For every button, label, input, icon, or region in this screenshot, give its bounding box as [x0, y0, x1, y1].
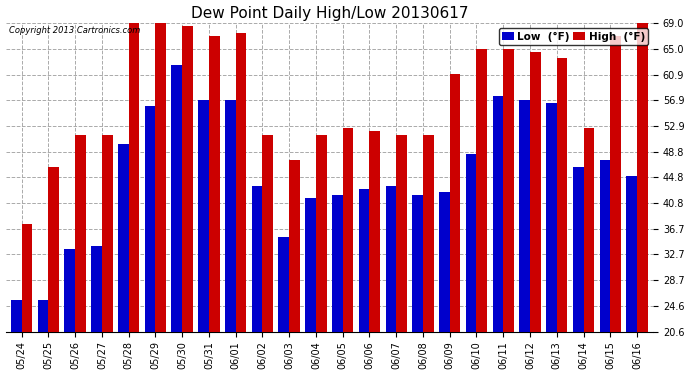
Bar: [557, 58, 567, 332]
Bar: [423, 135, 434, 332]
Bar: [209, 36, 219, 332]
Bar: [198, 100, 209, 332]
Legend: Low  (°F), High  (°F): Low (°F), High (°F): [498, 28, 648, 45]
Bar: [627, 176, 637, 332]
Bar: [171, 64, 182, 332]
Title: Dew Point Daily High/Low 20130617: Dew Point Daily High/Low 20130617: [190, 6, 468, 21]
Bar: [21, 224, 32, 332]
Bar: [225, 100, 236, 332]
Bar: [530, 52, 541, 332]
Bar: [369, 132, 380, 332]
Bar: [236, 33, 246, 332]
Bar: [289, 160, 300, 332]
Bar: [573, 166, 584, 332]
Bar: [11, 300, 21, 332]
Bar: [584, 128, 594, 332]
Bar: [396, 135, 407, 332]
Bar: [262, 135, 273, 332]
Bar: [155, 23, 166, 332]
Bar: [102, 135, 112, 332]
Bar: [38, 300, 48, 332]
Bar: [145, 106, 155, 332]
Bar: [520, 100, 530, 332]
Bar: [413, 195, 423, 332]
Bar: [305, 198, 316, 332]
Bar: [610, 36, 621, 332]
Bar: [439, 192, 450, 332]
Bar: [466, 154, 477, 332]
Bar: [91, 246, 102, 332]
Bar: [359, 189, 369, 332]
Bar: [279, 237, 289, 332]
Text: Copyright 2013 Cartronics.com: Copyright 2013 Cartronics.com: [9, 26, 140, 35]
Bar: [477, 49, 487, 332]
Bar: [182, 26, 193, 332]
Bar: [546, 103, 557, 332]
Bar: [600, 160, 610, 332]
Bar: [450, 74, 460, 332]
Bar: [637, 23, 648, 332]
Bar: [252, 186, 262, 332]
Bar: [493, 96, 503, 332]
Bar: [343, 128, 353, 332]
Bar: [118, 144, 128, 332]
Bar: [503, 49, 514, 332]
Bar: [64, 249, 75, 332]
Bar: [48, 166, 59, 332]
Bar: [332, 195, 343, 332]
Bar: [128, 23, 139, 332]
Bar: [316, 135, 326, 332]
Bar: [75, 135, 86, 332]
Bar: [386, 186, 396, 332]
